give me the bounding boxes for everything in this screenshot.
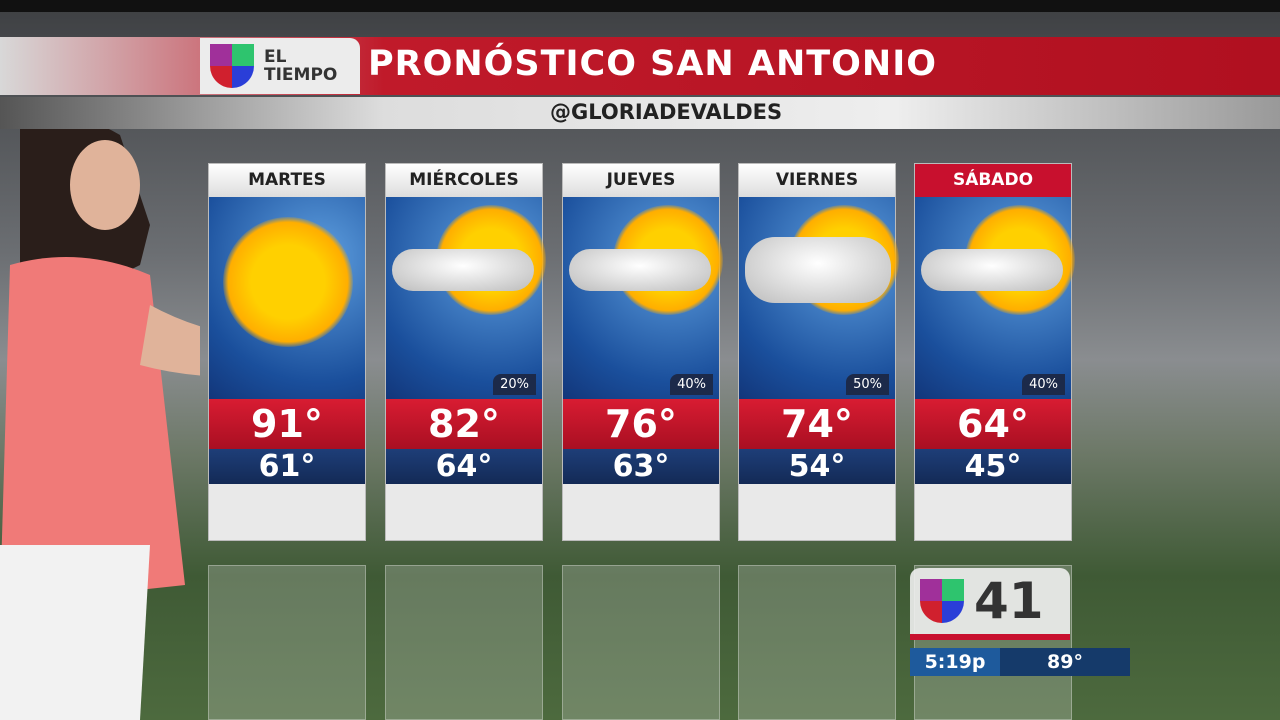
cloud-icon bbox=[745, 237, 891, 303]
day-label: JUEVES bbox=[563, 164, 719, 197]
day-label: MIÉRCOLES bbox=[386, 164, 542, 197]
time-temp-bar: 5:19p 89° bbox=[910, 648, 1130, 676]
precip-chance: 50% bbox=[846, 374, 889, 395]
cloud-icon bbox=[921, 249, 1063, 291]
high-temp: 74° bbox=[739, 399, 895, 449]
card-reflection bbox=[738, 565, 896, 720]
current-temp: 89° bbox=[1000, 648, 1130, 676]
low-temp: 64° bbox=[386, 449, 542, 484]
current-time: 5:19p bbox=[910, 648, 1000, 676]
page-title: PRONÓSTICO SAN ANTONIO bbox=[368, 44, 937, 84]
univision-logo-icon bbox=[210, 44, 254, 88]
card-reflection bbox=[562, 565, 720, 720]
station-logo: 41 bbox=[910, 568, 1070, 640]
high-temp: 64° bbox=[915, 399, 1071, 449]
forecast-card: VIERNES 50% 74° 54° bbox=[738, 163, 899, 541]
forecast-card: JUEVES 40% 76° 63° bbox=[562, 163, 723, 541]
cloud-icon bbox=[569, 249, 711, 291]
low-temp: 54° bbox=[739, 449, 895, 484]
brand-line2: TIEMPO bbox=[264, 65, 338, 85]
low-temp: 61° bbox=[209, 449, 365, 484]
partly-cloudy-icon: 20% bbox=[386, 197, 546, 399]
high-temp: 91° bbox=[209, 399, 365, 449]
high-temp: 82° bbox=[386, 399, 542, 449]
twitter-handle: @GLORIADEVALDES bbox=[550, 100, 783, 124]
high-temp: 76° bbox=[563, 399, 719, 449]
univision-logo-icon bbox=[920, 579, 964, 623]
card-reflection bbox=[385, 565, 543, 720]
forecast-card: MARTES 91° 61° bbox=[208, 163, 366, 541]
day-label: MARTES bbox=[209, 164, 365, 197]
channel-number: 41 bbox=[974, 572, 1044, 630]
el-tiempo-logo: EL TIEMPO bbox=[200, 38, 360, 94]
partly-cloudy-icon: 40% bbox=[915, 197, 1075, 399]
low-temp: 63° bbox=[563, 449, 719, 484]
precip-chance: 40% bbox=[1022, 374, 1065, 395]
low-temp: 45° bbox=[915, 449, 1071, 484]
sunny-icon bbox=[209, 197, 365, 399]
cloud-icon bbox=[392, 249, 534, 291]
forecast-card: MIÉRCOLES 20% 82° 64° bbox=[385, 163, 546, 541]
handle-bar bbox=[0, 97, 1280, 129]
presenter bbox=[0, 117, 200, 720]
precip-chance: 20% bbox=[493, 374, 536, 395]
forecast-card: SÁBADO 40% 64° 45° bbox=[914, 163, 1075, 541]
mostly-cloudy-icon: 50% bbox=[739, 197, 899, 399]
sun-icon bbox=[223, 217, 353, 347]
day-label: VIERNES bbox=[739, 164, 895, 197]
brand-line1: EL bbox=[264, 47, 287, 67]
card-reflection bbox=[208, 565, 366, 720]
day-label: SÁBADO bbox=[915, 164, 1071, 197]
precip-chance: 40% bbox=[670, 374, 713, 395]
letterbox-bar bbox=[0, 0, 1280, 12]
partly-cloudy-icon: 40% bbox=[563, 197, 723, 399]
